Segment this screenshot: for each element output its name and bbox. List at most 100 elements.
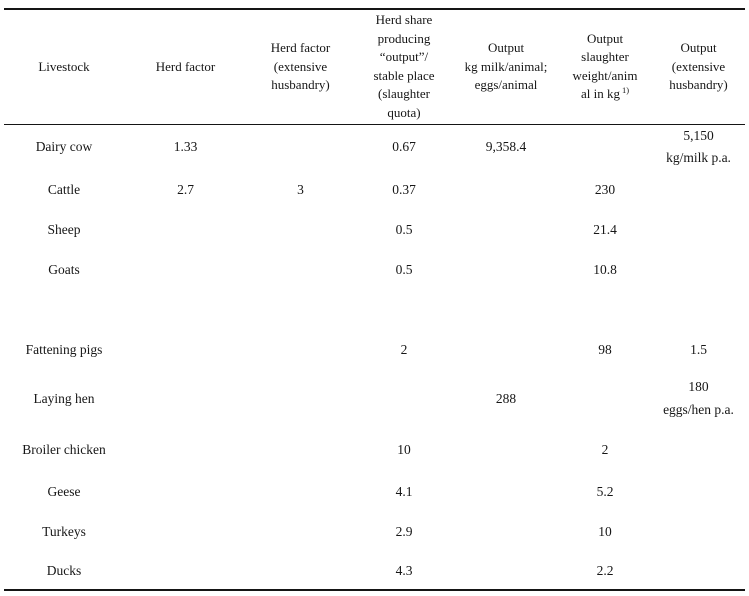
cell-livestock: Goats — [48, 261, 80, 277]
cell — [354, 370, 454, 428]
header-cell-herd-factor-extensive: Herd factor (extensive husbandry) — [247, 9, 354, 125]
header-row: Livestock Herd factor Herd factor (exten… — [4, 9, 745, 125]
table-row-geese: Geese 4.1 5.2 — [4, 472, 745, 512]
cell: 2.2 — [596, 562, 614, 578]
cell: 2.7 — [177, 181, 194, 197]
cell-livestock: Fattening pigs — [25, 341, 103, 357]
cell — [454, 472, 558, 512]
cell — [124, 250, 247, 290]
header-cell-herd-share: Herd share producing “output”/ stable pl… — [354, 9, 454, 125]
header-cell-livestock: Livestock — [4, 9, 124, 125]
cell: 0.5 — [395, 221, 413, 237]
cell — [454, 170, 558, 210]
table-row-laying-hen: Laying hen 288 180 eggs/hen p.a. — [4, 370, 745, 428]
cell-livestock: Broiler chicken — [22, 441, 106, 457]
cell — [558, 124, 652, 170]
cell — [124, 512, 247, 553]
cell — [652, 428, 745, 472]
cell: 2.9 — [395, 524, 413, 540]
cell: 98 — [598, 341, 612, 357]
table-row-dairy-cow: Dairy cow 1.33 0.67 9,358.4 5,150 kg/mil… — [4, 124, 745, 170]
cell — [124, 472, 247, 512]
cell: 288 — [495, 390, 517, 406]
cell — [247, 428, 354, 472]
table-row-empty — [4, 290, 745, 330]
cell: 10.8 — [593, 261, 617, 277]
cell — [247, 472, 354, 512]
cell — [247, 210, 354, 250]
cell — [454, 330, 558, 370]
cell — [247, 370, 354, 428]
cell: 0.37 — [392, 181, 416, 197]
cell-livestock: Geese — [47, 483, 81, 499]
footnote-marker: 1) — [621, 84, 630, 95]
cell-livestock — [4, 290, 124, 330]
cell: 5,150 kg/milk p.a. — [666, 127, 731, 166]
cell — [247, 512, 354, 553]
cell: 230 — [594, 181, 616, 197]
cell: 5.2 — [596, 483, 614, 499]
header-cell-herd-factor: Herd factor — [124, 9, 247, 125]
cell — [247, 553, 354, 590]
cell-livestock: Cattle — [47, 181, 81, 197]
livestock-parameters-table: Livestock Herd factor Herd factor (exten… — [4, 8, 745, 592]
table-row-sheep: Sheep 0.5 21.4 — [4, 210, 745, 250]
cell: 1.5 — [690, 341, 707, 357]
cell — [124, 290, 247, 330]
cell-livestock: Ducks — [46, 562, 82, 578]
cell — [454, 250, 558, 290]
cell — [247, 124, 354, 170]
cell: 2 — [400, 341, 408, 357]
cell: 10 — [598, 524, 612, 540]
cell-livestock: Turkeys — [42, 524, 86, 540]
cell — [454, 512, 558, 553]
cell: 0.67 — [392, 138, 416, 154]
cell — [454, 210, 558, 250]
cell — [652, 472, 745, 512]
cell: 2 — [601, 441, 609, 457]
cell: 4.1 — [395, 483, 413, 499]
cell — [247, 290, 354, 330]
cell: 4.3 — [395, 562, 413, 578]
table-row-ducks: Ducks 4.3 2.2 — [4, 553, 745, 590]
cell — [558, 290, 652, 330]
cell — [124, 330, 247, 370]
cell — [247, 330, 354, 370]
cell: 180 eggs/hen p.a. — [663, 379, 734, 418]
cell: 1.33 — [173, 138, 198, 154]
cell: 10 — [397, 441, 411, 457]
cell — [454, 290, 558, 330]
cell: 21.4 — [593, 221, 617, 237]
table-row-broiler-chicken: Broiler chicken 10 2 — [4, 428, 745, 472]
table-row-fattening-pigs: Fattening pigs 2 98 1.5 — [4, 330, 745, 370]
cell — [124, 210, 247, 250]
cell — [454, 553, 558, 590]
cell-livestock: Dairy cow — [35, 138, 93, 154]
cell — [454, 428, 558, 472]
cell — [354, 290, 454, 330]
table-row-turkeys: Turkeys 2.9 10 — [4, 512, 745, 553]
cell — [247, 250, 354, 290]
header-label: Output slaughter weight/anim al in kg — [572, 30, 638, 102]
cell — [652, 512, 745, 553]
table-row-goats: Goats 0.5 10.8 — [4, 250, 745, 290]
cell — [124, 553, 247, 590]
header-cell-output-slaughter-weight: Output slaughter weight/anim al in kg 1) — [558, 9, 652, 125]
table-row-cattle: Cattle 2.7 3 0.37 230 — [4, 170, 745, 210]
cell — [652, 290, 745, 330]
header-cell-output-extensive: Output (extensive husbandry) — [652, 9, 745, 125]
cell: 0.5 — [395, 261, 413, 277]
cell: 9,358.4 — [485, 138, 527, 154]
cell-livestock: Sheep — [47, 221, 81, 237]
cell — [652, 210, 745, 250]
cell — [558, 370, 652, 428]
header-cell-output-milk-eggs: Output kg milk/animal; eggs/animal — [454, 9, 558, 125]
cell — [652, 553, 745, 590]
cell — [652, 250, 745, 290]
cell-livestock: Laying hen — [33, 390, 95, 406]
cell: 3 — [297, 181, 304, 197]
cell — [652, 170, 745, 210]
cell — [124, 428, 247, 472]
cell — [124, 370, 247, 428]
